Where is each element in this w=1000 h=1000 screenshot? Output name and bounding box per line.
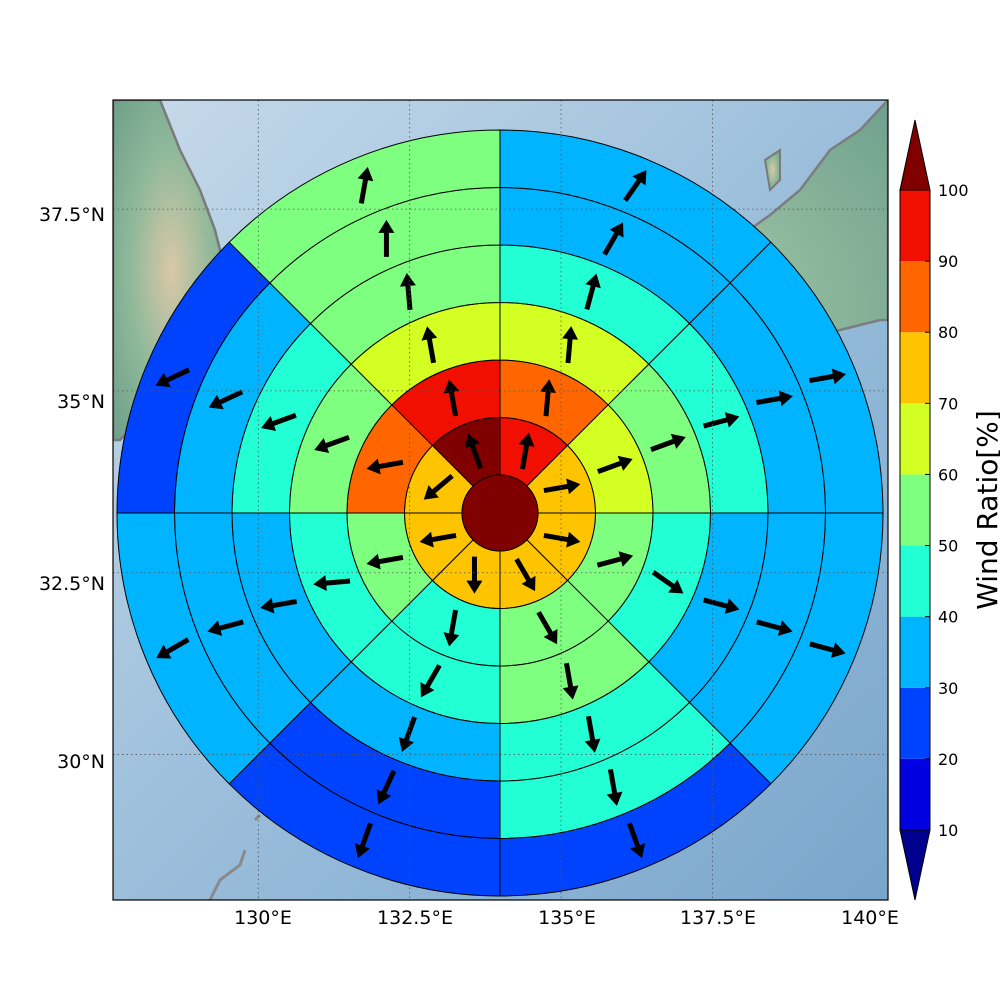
wind-vector-arrow [562,326,579,364]
y-tick-label: 32.5°N [39,573,105,595]
colorbar-title: Wind Ratio[%] [971,410,1000,610]
wind-vector-arrow [536,610,558,645]
wind-vector-arrow [419,531,457,548]
wind-vector-arrow [420,664,442,698]
wind-vector-arrow [543,531,581,548]
wind-ratio-cell [729,512,884,785]
center-cell [461,474,539,552]
wind-ratio-cell [228,129,501,284]
wind-ratio-cell [499,742,772,897]
colorbar-tick-label: 30 [938,679,958,698]
colorbar-bin [900,332,930,404]
colorbar-bin [900,545,930,617]
wind-vector-arrow [366,458,404,475]
wind-vector-arrow [596,551,634,568]
y-tick-label: 35°N [57,391,105,413]
colorbar-extend-max [899,119,931,191]
wind-vector-arrow [540,379,557,417]
wind-vector-arrow [627,822,646,859]
wind-ratio-cell [116,512,271,785]
wind-ratio-cell [729,241,884,514]
wind-vector-arrow [584,273,601,310]
wind-ratio-cell [116,241,271,514]
colorbar-extend-min [899,829,931,901]
wind-vector-arrow [464,433,483,470]
x-tick-label: 137.5°E [680,907,756,929]
wind-vector-arrow [261,412,297,432]
graticule [113,100,888,900]
wind-vector-arrow [650,433,686,452]
colorbar-tick-label: 40 [938,608,958,627]
colorbar: 10 20 30 40 50 60 70 80 90 100 [899,119,969,901]
wind-vector-arrow [260,597,298,614]
x-tick-label: 135°E [538,907,596,929]
hokkaido-tip [763,148,781,193]
colorbar-tick-label: 10 [938,821,958,840]
wind-vector-arrow [597,455,633,474]
wind-ratio-cell [228,742,501,897]
wind-vector-arrow [366,553,404,570]
y-axis-labels: 37.5°N 35°N 32.5°N 30°N [39,204,105,773]
wind-vector-arrow [602,222,624,256]
wind-vector-arrow [314,434,350,454]
wind-ratio-polar-plot [116,129,884,897]
colorbar-tick-label: 90 [938,252,958,271]
wind-vector-arrow [623,170,647,202]
wind-vector-arrow [207,619,244,636]
map-panel [113,100,888,900]
wind-vector-arrow [421,326,438,364]
colorbar-tick-label: 60 [938,465,958,484]
wind-vector-arrow [443,609,460,647]
y-tick-label: 37.5°N [39,204,105,226]
map-frame [112,99,889,901]
colorbar-tick-label: 80 [938,323,958,342]
wind-vector-arrow [562,662,579,700]
colorbar-tick-label: 70 [938,394,958,413]
wind-vector-arrow [651,570,684,594]
wind-vector-arrow [584,715,601,753]
colorbar-tick-label: 100 [938,181,969,200]
colorbar-frame [899,189,931,831]
wind-vector-arrow [155,367,191,388]
wind-vector-arrow [443,379,460,417]
wind-vector-arrow [809,641,846,658]
wind-vector-arrow [809,368,846,385]
wind-vector-arrow [756,390,793,407]
wind-vector-arrow [398,716,417,752]
colorbar-bin [900,403,930,475]
wind-vector-arrow [208,389,244,410]
wind-vector-arrow [756,619,793,636]
wind-vector-arrow [606,769,623,806]
colorbar-bin [900,687,930,759]
colorbar-bin [900,616,930,688]
x-axis-labels: 130°E 132.5°E 135°E 137.5°E 140°E [234,907,899,929]
wind-vector-arrow [514,557,536,592]
wind-vector-arrow [399,273,416,311]
colorbar-bin [900,758,930,830]
wind-vector-arrow [703,597,740,614]
wind-vector-arrow [543,478,581,495]
x-tick-label: 140°E [841,907,899,929]
x-tick-label: 130°E [234,907,292,929]
colorbar-tick-label: 20 [938,750,958,769]
colorbar-tick-label: 50 [938,537,958,556]
colorbar-bin [900,261,930,333]
wind-vector-arrow [376,769,397,805]
x-tick-label: 132.5°E [377,907,453,929]
wind-vector-arrow [354,822,373,859]
y-tick-label: 30°N [57,751,105,773]
wind-vector-arrow [378,219,395,257]
colorbar-bin [900,474,930,546]
colorbar-bin [900,190,930,262]
wind-vector-arrow [518,432,535,470]
wind-vector-arrow [466,556,483,594]
wind-vector-arrow [357,167,374,204]
wind-vector-arrow [313,575,351,592]
wind-vector-arrow [423,473,454,500]
wind-vector-arrow [156,637,190,659]
